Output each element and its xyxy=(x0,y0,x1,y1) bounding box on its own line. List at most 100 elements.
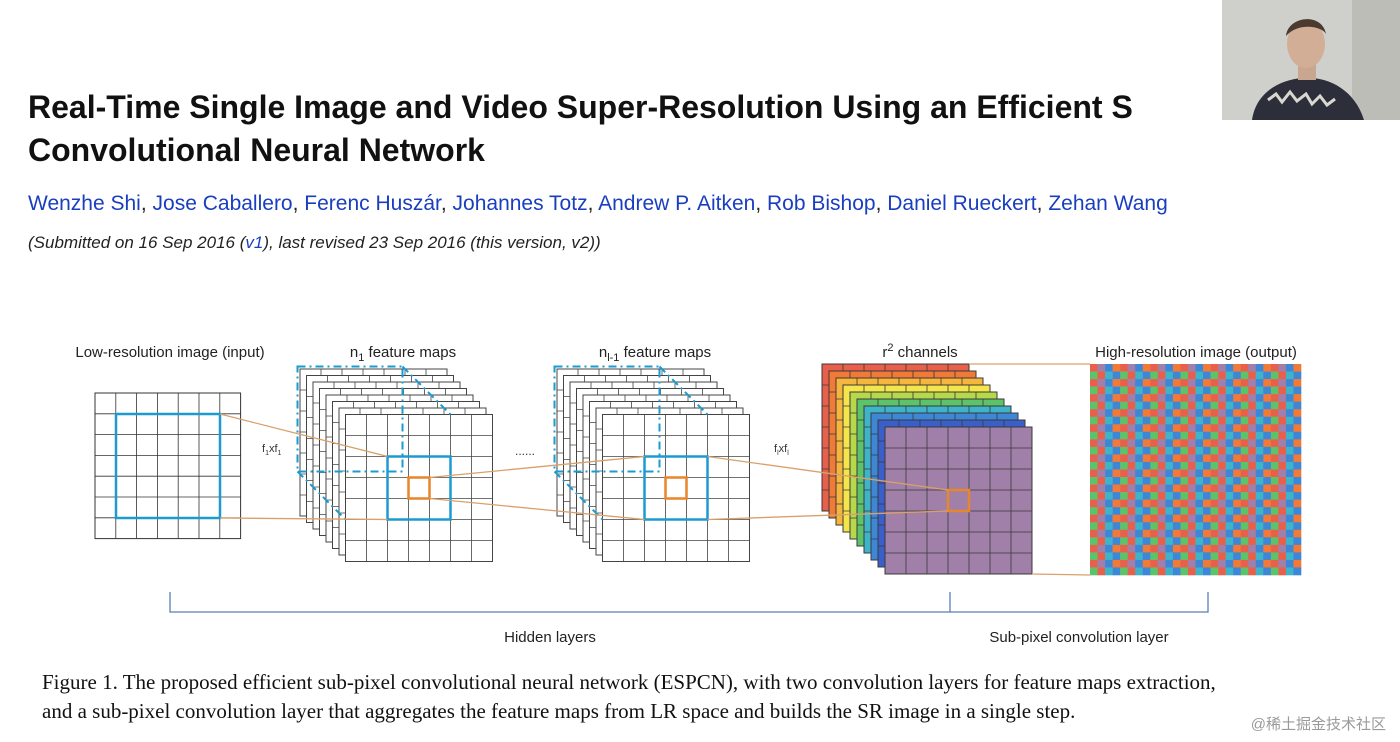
output-subpixel xyxy=(1127,371,1136,380)
output-subpixel xyxy=(1112,454,1121,463)
output-subpixel xyxy=(1097,431,1106,440)
output-subpixel xyxy=(1120,431,1128,440)
output-subpixel xyxy=(1293,507,1302,516)
output-subpixel xyxy=(1210,552,1219,561)
output-subpixel xyxy=(1263,364,1272,372)
output-subpixel xyxy=(1180,461,1189,470)
output-subpixel xyxy=(1218,446,1226,455)
output-subpixel xyxy=(1293,394,1302,402)
output-subpixel xyxy=(1195,379,1204,387)
output-subpixel xyxy=(1180,446,1189,455)
output-subpixel xyxy=(1135,567,1144,576)
author-link[interactable]: Andrew P. Aitken xyxy=(598,192,756,215)
output-subpixel xyxy=(1285,371,1294,380)
output-subpixel xyxy=(1218,469,1226,478)
author-link[interactable]: Johannes Totz xyxy=(452,192,588,215)
output-subpixel xyxy=(1233,469,1242,478)
output-subpixel xyxy=(1233,552,1242,561)
output-subpixel xyxy=(1285,461,1294,470)
output-subpixel xyxy=(1157,439,1166,448)
output-subpixel xyxy=(1097,567,1106,576)
output-subpixel xyxy=(1270,424,1279,433)
output-subpixel xyxy=(1218,424,1226,433)
output-subpixel xyxy=(1090,477,1098,485)
author-link[interactable]: Zehan Wang xyxy=(1048,192,1168,215)
output-subpixel xyxy=(1263,499,1272,508)
output-subpixel xyxy=(1270,484,1279,493)
receptive-field xyxy=(643,455,709,521)
output-subpixel xyxy=(1090,484,1098,493)
output-subpixel xyxy=(1120,424,1128,433)
output-subpixel xyxy=(1187,386,1196,395)
output-subpixel xyxy=(1270,401,1279,410)
output-subpixel xyxy=(1233,492,1242,500)
output-subpixel xyxy=(1172,552,1181,561)
output-subpixel xyxy=(1270,469,1279,478)
output-subpixel xyxy=(1255,439,1264,448)
output-subpixel xyxy=(1218,371,1226,380)
author-link[interactable]: Wenzhe Shi xyxy=(28,192,141,215)
output-subpixel xyxy=(1278,461,1287,470)
output-subpixel xyxy=(1112,477,1121,485)
output-subpixel xyxy=(1120,364,1128,372)
author-link[interactable]: Rob Bishop xyxy=(766,192,876,215)
output-subpixel xyxy=(1195,454,1204,463)
output-subpixel xyxy=(1097,416,1106,425)
output-subpixel xyxy=(1210,409,1219,418)
output-subpixel xyxy=(1255,544,1264,553)
output-subpixel xyxy=(1165,371,1174,380)
feature-map xyxy=(345,414,493,562)
label-output: High-resolution image (output) xyxy=(1095,344,1297,361)
output-subpixel xyxy=(1112,409,1121,418)
output-subpixel xyxy=(1225,439,1234,448)
output-subpixel xyxy=(1203,529,1211,538)
output-subpixel xyxy=(1142,559,1151,568)
output-subpixel xyxy=(1090,416,1098,425)
output-subpixel xyxy=(1180,529,1189,538)
output-subpixel xyxy=(1255,492,1264,500)
output-subpixel xyxy=(1278,552,1287,561)
output-subpixel xyxy=(1240,514,1249,523)
output-subpixel xyxy=(1157,477,1166,485)
output-subpixel xyxy=(1263,484,1272,493)
output-subpixel xyxy=(1135,386,1144,395)
output-subpixel xyxy=(1165,522,1174,531)
output-subpixel xyxy=(1270,529,1279,538)
output-subpixel xyxy=(1263,439,1272,448)
output-subpixel xyxy=(1187,544,1196,553)
output-subpixel xyxy=(1240,477,1249,485)
output-subpixel xyxy=(1090,499,1098,508)
output-subpixel xyxy=(1263,492,1272,500)
output-subpixel xyxy=(1105,416,1113,425)
output-subpixel xyxy=(1142,499,1151,508)
output-subpixel xyxy=(1248,364,1257,372)
version-1-link[interactable]: v1 xyxy=(245,233,264,252)
output-subpixel xyxy=(1270,537,1279,546)
output-subpixel xyxy=(1120,537,1128,546)
output-subpixel xyxy=(1187,409,1196,418)
output-subpixel xyxy=(1225,499,1234,508)
output-subpixel xyxy=(1105,492,1113,500)
output-subpixel xyxy=(1263,454,1272,463)
output-subpixel xyxy=(1142,567,1151,576)
author-link[interactable]: Ferenc Huszár xyxy=(304,192,441,215)
output-subpixel xyxy=(1195,431,1204,440)
output-subpixel xyxy=(1278,544,1287,553)
output-subpixel xyxy=(1195,499,1204,508)
output-subpixel xyxy=(1255,499,1264,508)
output-subpixel xyxy=(1278,529,1287,538)
output-subpixel xyxy=(1285,507,1294,516)
output-subpixel xyxy=(1270,544,1279,553)
output-subpixel xyxy=(1225,559,1234,568)
output-subpixel xyxy=(1172,559,1181,568)
author-link[interactable]: Daniel Rueckert xyxy=(887,192,1037,215)
output-subpixel xyxy=(1263,401,1272,410)
output-subpixel xyxy=(1135,446,1144,455)
output-subpixel xyxy=(1142,371,1151,380)
output-subpixel xyxy=(1195,401,1204,410)
output-subpixel xyxy=(1172,379,1181,387)
author-link[interactable]: Jose Caballero xyxy=(152,192,293,215)
output-subpixel xyxy=(1248,567,1257,576)
output-subpixel xyxy=(1135,409,1144,418)
output-subpixel xyxy=(1218,544,1226,553)
